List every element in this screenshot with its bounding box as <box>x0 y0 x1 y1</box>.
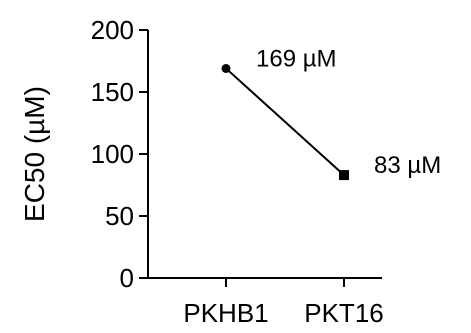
y-tick-label: 150 <box>91 77 134 107</box>
y-tick-label: 0 <box>120 263 134 293</box>
y-tick-label: 200 <box>91 15 134 45</box>
data-point-circle <box>221 63 231 73</box>
y-tick-label: 50 <box>105 201 134 231</box>
y-tick-label: 100 <box>91 139 134 169</box>
data-label: 169 µM <box>256 45 337 72</box>
x-tick-label: PKT16 <box>304 298 384 328</box>
series-line <box>225 67 345 176</box>
data-label: 83 µM <box>374 152 441 179</box>
x-tick-label: PKHB1 <box>183 298 268 328</box>
data-point-square <box>339 170 349 181</box>
y-axis: 0 50 100 150 200 <box>91 15 149 293</box>
y-axis-title: EC50 (µM) <box>19 86 50 222</box>
x-axis: PKHB1 PKT16 <box>148 277 384 328</box>
series: 169 µM 83 µM <box>221 45 441 181</box>
